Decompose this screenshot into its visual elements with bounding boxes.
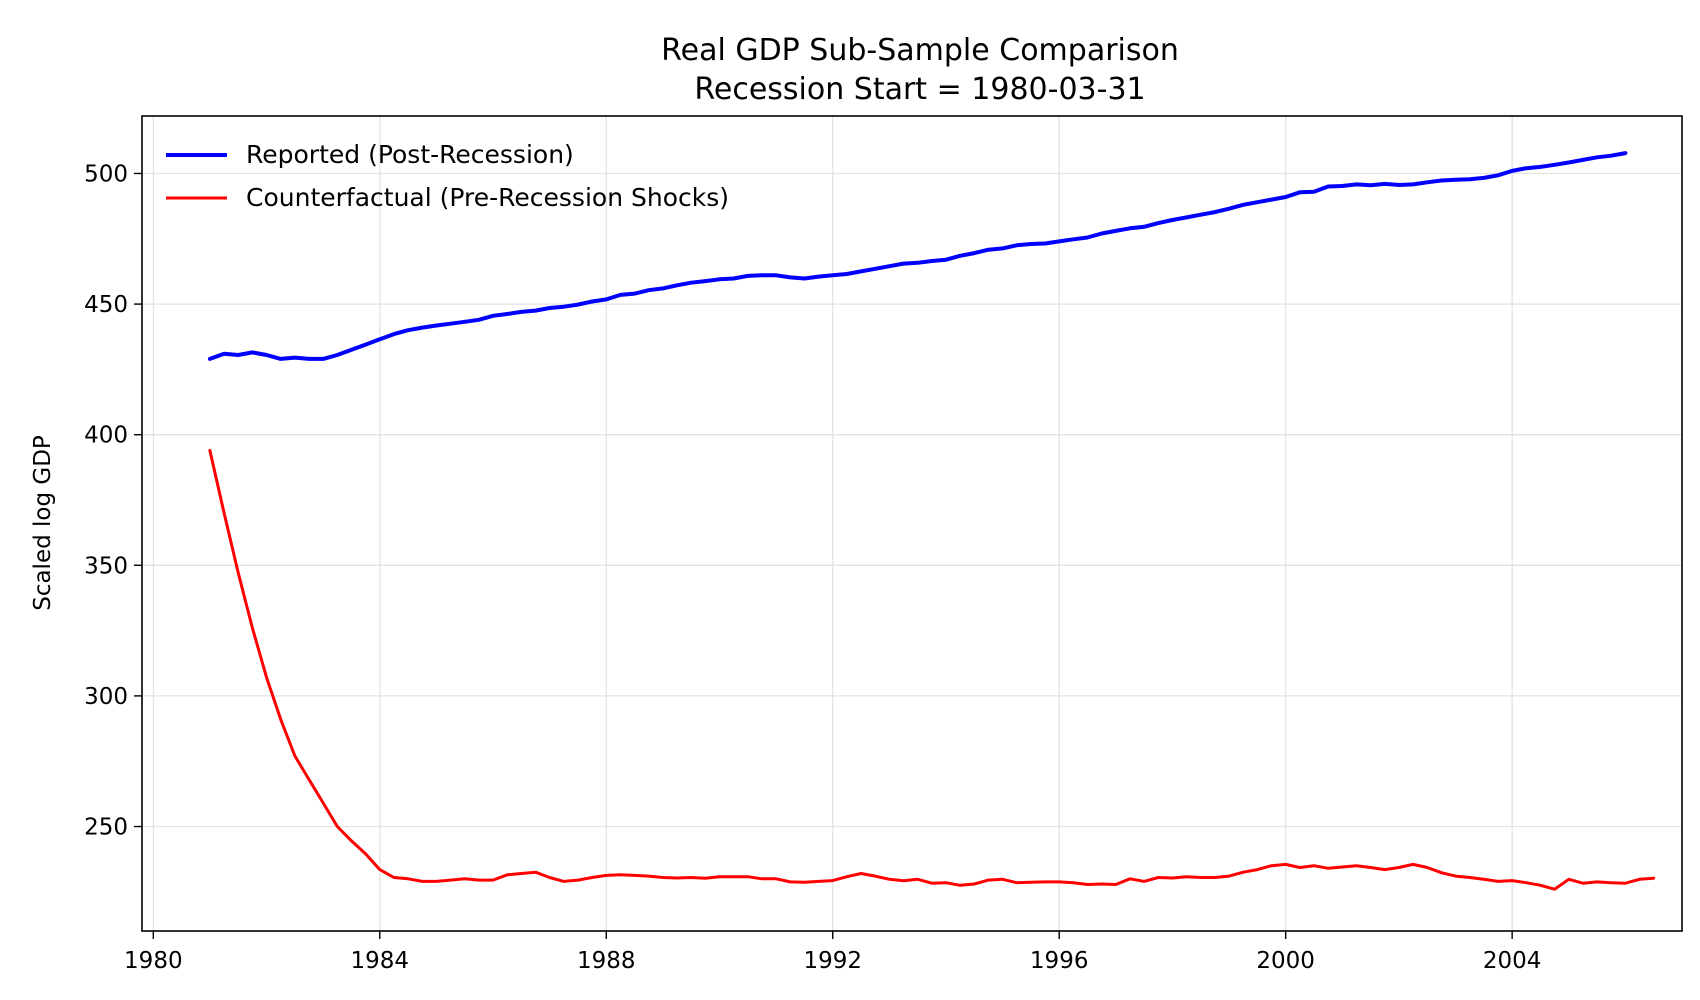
- x-tick-label: 1988: [577, 948, 636, 974]
- y-tick-label: 500: [84, 161, 128, 187]
- y-tick-label: 400: [84, 423, 128, 449]
- chart-title: Real GDP Sub-Sample Comparison: [661, 33, 1179, 68]
- x-axis: 1980 1984 1988 1992 1996 2000 2004: [124, 931, 1541, 974]
- legend-label-reported: Reported (Post-Recession): [246, 140, 574, 169]
- legend-label-counterfactual: Counterfactual (Pre-Recession Shocks): [246, 183, 729, 212]
- x-tick-label: 1992: [803, 948, 862, 974]
- y-tick-label: 250: [84, 815, 128, 841]
- series-layer: [207, 151, 1656, 891]
- y-axis-label: Scaled log GDP: [30, 435, 56, 611]
- series-line-reported: [207, 151, 1628, 361]
- y-axis: 250 300 350 400 450 500: [84, 161, 142, 841]
- x-tick-label: 1984: [351, 948, 410, 974]
- x-tick-label: 2000: [1256, 948, 1315, 974]
- y-tick-label: 300: [84, 684, 128, 710]
- plot-frame: [141, 115, 1683, 932]
- x-tick-label: 1980: [124, 948, 183, 974]
- series-line-counterfactual: [208, 448, 1656, 891]
- chart-subtitle: Recession Start = 1980-03-31: [694, 72, 1145, 107]
- y-tick-label: 450: [84, 292, 128, 318]
- y-tick-label: 350: [84, 553, 128, 579]
- x-tick-label: 1996: [1030, 948, 1089, 974]
- grid: [142, 116, 1682, 931]
- x-tick-label: 2004: [1483, 948, 1542, 974]
- legend: Reported (Post-Recession) Counterfactual…: [166, 140, 729, 212]
